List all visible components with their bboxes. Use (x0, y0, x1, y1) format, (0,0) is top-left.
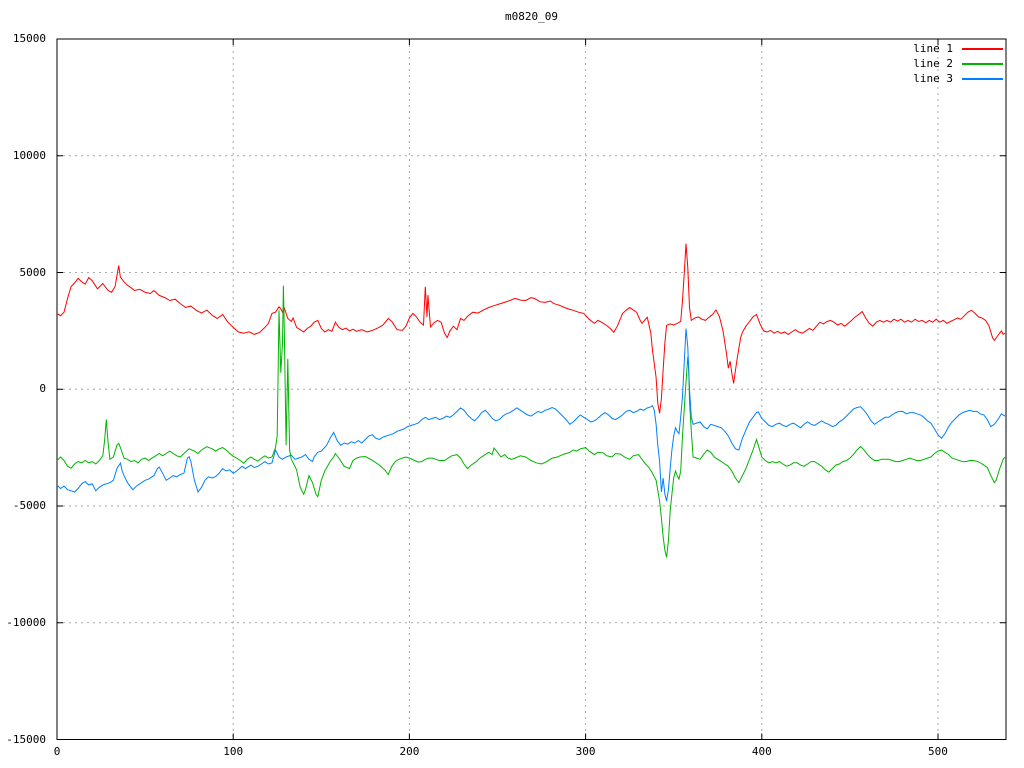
legend-item-line-3: line 3 (913, 71, 1003, 86)
y-tick-label: 0 (39, 382, 46, 396)
legend-swatch-line-3 (962, 77, 1003, 80)
legend-label-line-1: line 1 (913, 42, 953, 55)
y-tick-label: 15000 (12, 32, 46, 45)
x-tick-label: 200 (399, 745, 420, 758)
series-line-2 (56, 285, 1006, 558)
legend-swatch-line-2 (962, 62, 1003, 65)
chart-title: m0820_09 (505, 10, 558, 23)
x-tick-label: 100 (223, 745, 244, 758)
y-tick-label: 10000 (12, 148, 46, 162)
series-line-1 (56, 243, 1006, 414)
y-tick-label: -15000 (6, 732, 46, 746)
y-tick-label: 5000 (19, 265, 47, 279)
x-tick-label: 400 (751, 745, 772, 758)
x-tick-label: 300 (575, 745, 596, 758)
x-tick-label: 0 (53, 745, 61, 758)
legend-item-line-1: line 1 (913, 41, 1003, 56)
legend: line 1 line 2 line 3 (913, 41, 1003, 86)
x-tick-label: 500 (928, 745, 948, 758)
legend-item-line-2: line 2 (913, 56, 1003, 71)
y-tick-label: -5000 (12, 499, 46, 512)
legend-label-line-2: line 2 (913, 57, 953, 70)
series-line-3 (56, 328, 1006, 502)
y-tick-label: -10000 (6, 615, 46, 629)
legend-label-line-3: line 3 (913, 72, 953, 85)
legend-swatch-line-1 (962, 47, 1003, 50)
